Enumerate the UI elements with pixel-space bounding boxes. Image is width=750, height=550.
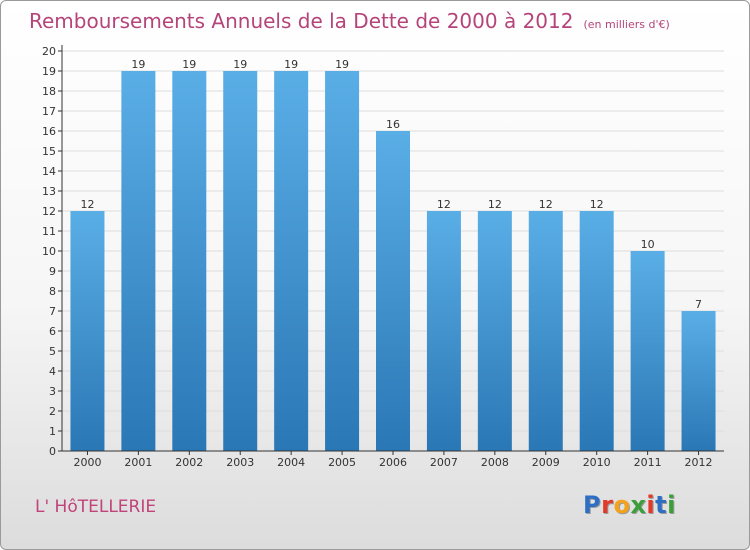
logo-letter: i [667, 491, 676, 519]
data-label: 12 [488, 198, 502, 211]
y-tick-label: 1 [49, 425, 56, 438]
bar [223, 71, 258, 451]
x-tick-label: 2002 [175, 456, 203, 469]
bar [426, 211, 461, 451]
y-tick-label: 9 [49, 265, 56, 278]
bar [121, 71, 156, 451]
y-tick-label: 16 [42, 125, 56, 138]
logo-letter: t [655, 491, 668, 519]
y-tick-label: 18 [42, 85, 56, 98]
y-tick-label: 2 [49, 405, 56, 418]
bar [477, 211, 512, 451]
x-tick-label: 2006 [379, 456, 407, 469]
x-tick-label: 2005 [328, 456, 356, 469]
logo-letter: x [630, 491, 647, 519]
y-tick-label: 15 [42, 145, 56, 158]
x-tick-label: 2003 [226, 456, 254, 469]
x-tick-label: 2010 [583, 456, 611, 469]
logo-letter: r [601, 491, 614, 519]
y-tick-label: 17 [42, 105, 56, 118]
data-label: 19 [335, 58, 349, 71]
y-tick-label: 3 [49, 385, 56, 398]
x-tick-label: 2007 [430, 456, 458, 469]
x-tick-label: 2009 [532, 456, 560, 469]
x-tick-label: 2001 [124, 456, 152, 469]
x-tick-label: 2012 [685, 456, 713, 469]
y-tick-label: 8 [49, 285, 56, 298]
bar [325, 71, 360, 451]
chart-title: Remboursements Annuels de la Dette de 20… [29, 9, 574, 33]
bars [70, 71, 716, 451]
data-label: 19 [182, 58, 196, 71]
data-label: 19 [284, 58, 298, 71]
y-tick-label: 20 [42, 45, 56, 58]
x-tick-label: 2011 [634, 456, 662, 469]
data-label: 7 [695, 298, 702, 311]
x-tick-label: 2008 [481, 456, 509, 469]
bar [630, 251, 665, 451]
y-tick-label: 10 [42, 245, 56, 258]
y-tick-label: 19 [42, 65, 56, 78]
x-tick-label: 2000 [73, 456, 101, 469]
y-tick-label: 5 [49, 345, 56, 358]
logo-letter: P [583, 491, 602, 519]
data-label: 19 [131, 58, 145, 71]
proxiti-logo[interactable]: Proxiti [583, 491, 676, 519]
bar [579, 211, 614, 451]
y-tick-label: 12 [42, 205, 56, 218]
data-label: 12 [80, 198, 94, 211]
bar [70, 211, 105, 451]
bar [274, 71, 309, 451]
data-labels: 12 19 19 19 19 19 16 12 12 12 12 10 7 [80, 58, 702, 311]
y-tick-label: 13 [42, 185, 56, 198]
data-label: 19 [233, 58, 247, 71]
y-tick-label: 6 [49, 325, 56, 338]
commune-name: L' HôTELLERIE [35, 497, 157, 517]
bar [681, 311, 716, 451]
data-label: 12 [590, 198, 604, 211]
data-label: 16 [386, 118, 400, 131]
y-tick-label: 7 [49, 305, 56, 318]
y-tick-label: 14 [42, 165, 56, 178]
data-label: 12 [539, 198, 553, 211]
data-label: 12 [437, 198, 451, 211]
logo-letter: o [613, 491, 631, 519]
chart-subtitle: (en milliers d'€) [583, 18, 670, 31]
y-tick-label: 4 [49, 365, 56, 378]
logo-letter: i [646, 491, 656, 519]
bar [528, 211, 563, 451]
bar [172, 71, 207, 451]
x-tick-label: 2004 [277, 456, 305, 469]
y-tick-label: 0 [49, 445, 56, 458]
bar [376, 131, 410, 451]
y-tick-label: 11 [42, 225, 56, 238]
data-label: 10 [641, 238, 655, 251]
title-line: Remboursements Annuels de la Dette de 20… [29, 9, 670, 33]
